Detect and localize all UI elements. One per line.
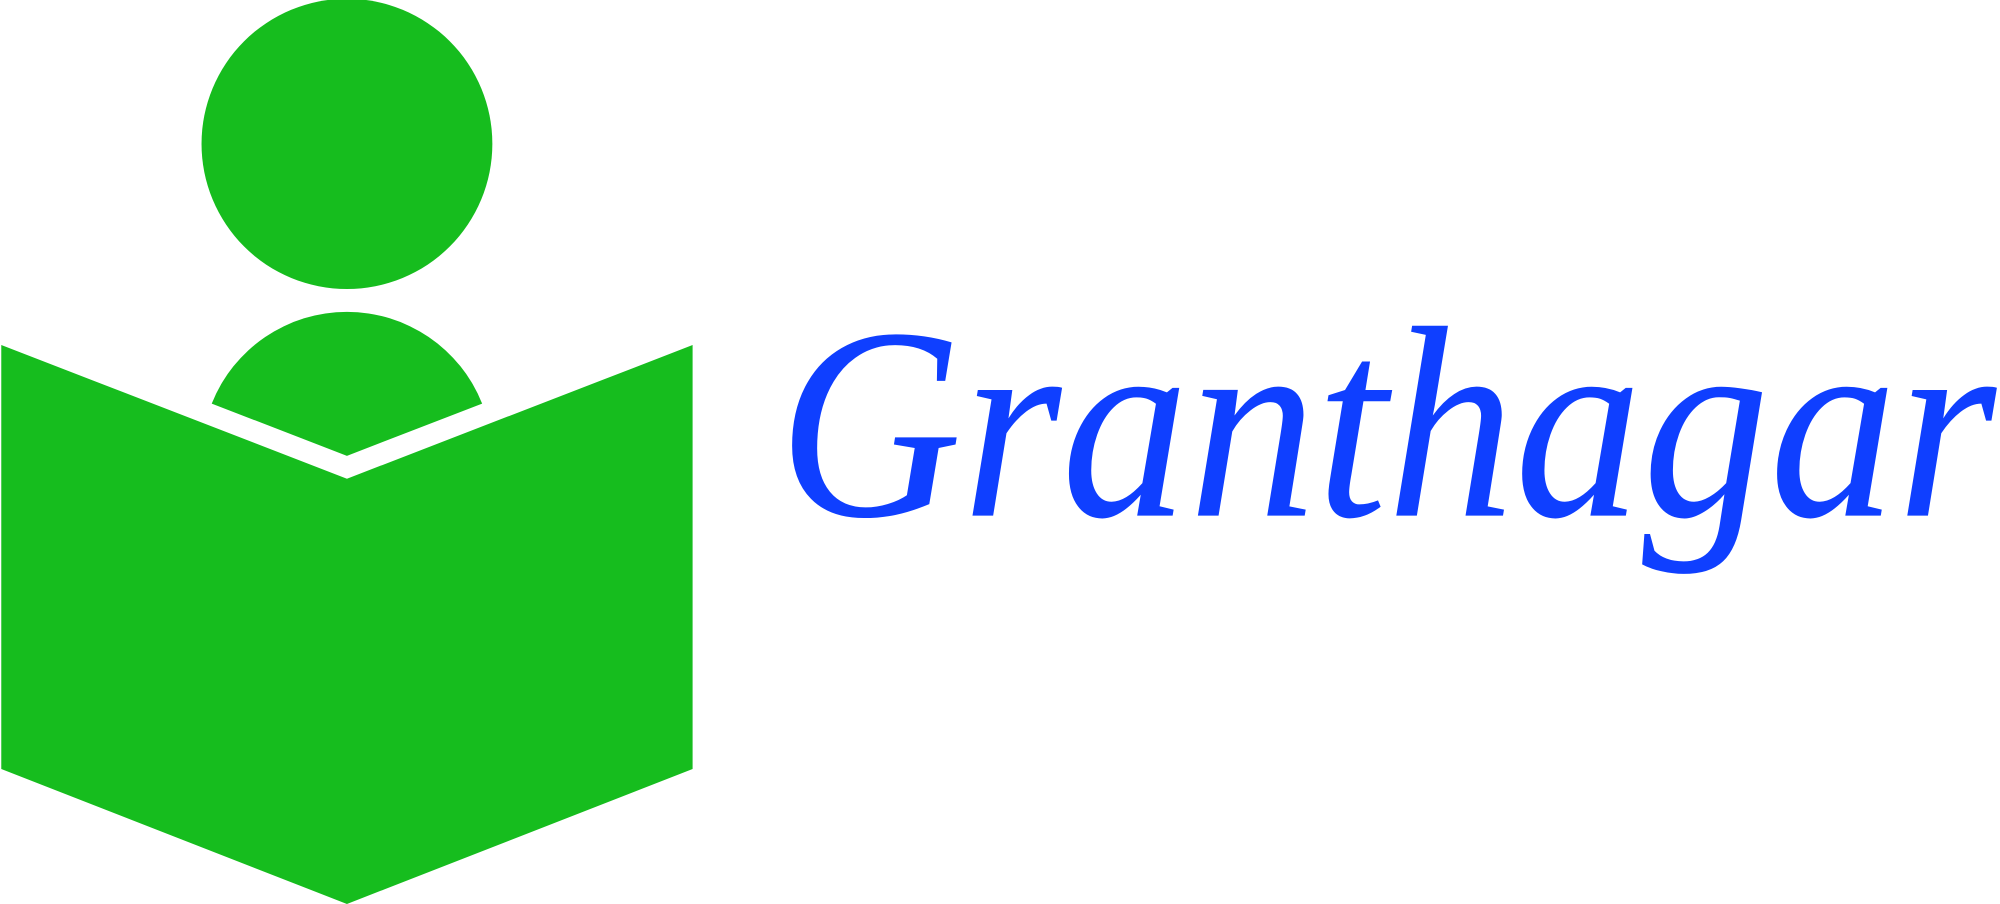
shoulders (211, 311, 483, 456)
logo-icon (1, 0, 693, 904)
book (1, 345, 693, 904)
head (201, 0, 493, 289)
brand-name: Granthagar (778, 273, 2000, 576)
